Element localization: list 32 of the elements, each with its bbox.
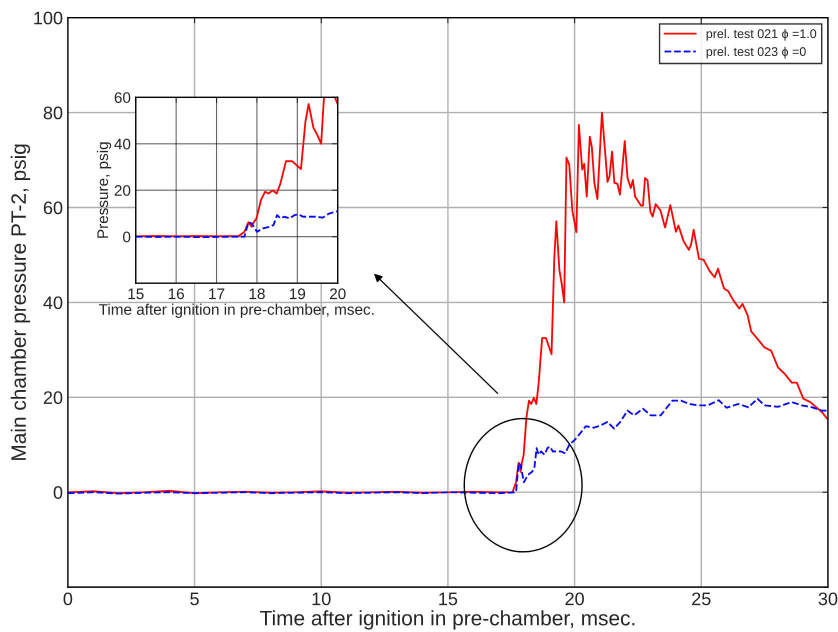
y-tick-label: 20 (44, 391, 62, 404)
y-tick-label: 60 (44, 201, 62, 214)
y-tick-label: 40 (114, 138, 130, 150)
y-axis-title: Pressure, psig (96, 142, 112, 238)
x-axis-title: Time after ignition in pre-chamber, msec. (98, 304, 374, 318)
x-tick-label: 15 (439, 592, 458, 606)
line-series (136, 210, 338, 238)
y-tick-label: 40 (43, 296, 62, 310)
x-tick-label: 15 (128, 288, 144, 300)
x-tick-label: 18 (250, 288, 265, 300)
y-tick-label: 80 (44, 106, 62, 120)
y-tick-label: 60 (114, 92, 130, 104)
x-tick-label: 19 (290, 288, 306, 300)
line-series (68, 398, 828, 495)
legend-label: prel. test 023 ϕ =0 (706, 46, 806, 58)
legend-label: prel. test 021 ϕ =1.0 (706, 28, 816, 41)
y-tick-label: 0 (54, 486, 62, 499)
x-tick-label: 16 (168, 288, 184, 300)
x-tick-label: 20 (330, 288, 346, 300)
y-tick-label: 100 (34, 12, 62, 24)
x-axis-title: Time after ignition in pre-chamber, msec. (260, 610, 634, 630)
line-series (68, 112, 828, 494)
y-axis-title: Main chamber pressure PT-2, psig (10, 144, 30, 460)
y-tick-label: 0 (122, 232, 130, 242)
x-tick-label: 10 (312, 592, 331, 606)
x-tick-label: 5 (190, 592, 199, 606)
x-tick-label: 25 (692, 592, 711, 606)
x-tick-label: 0 (64, 592, 72, 606)
x-tick-label: 30 (818, 592, 838, 606)
x-tick-label: 20 (565, 592, 584, 606)
x-tick-label: 17 (209, 288, 224, 300)
y-tick-label: 20 (114, 185, 130, 196)
